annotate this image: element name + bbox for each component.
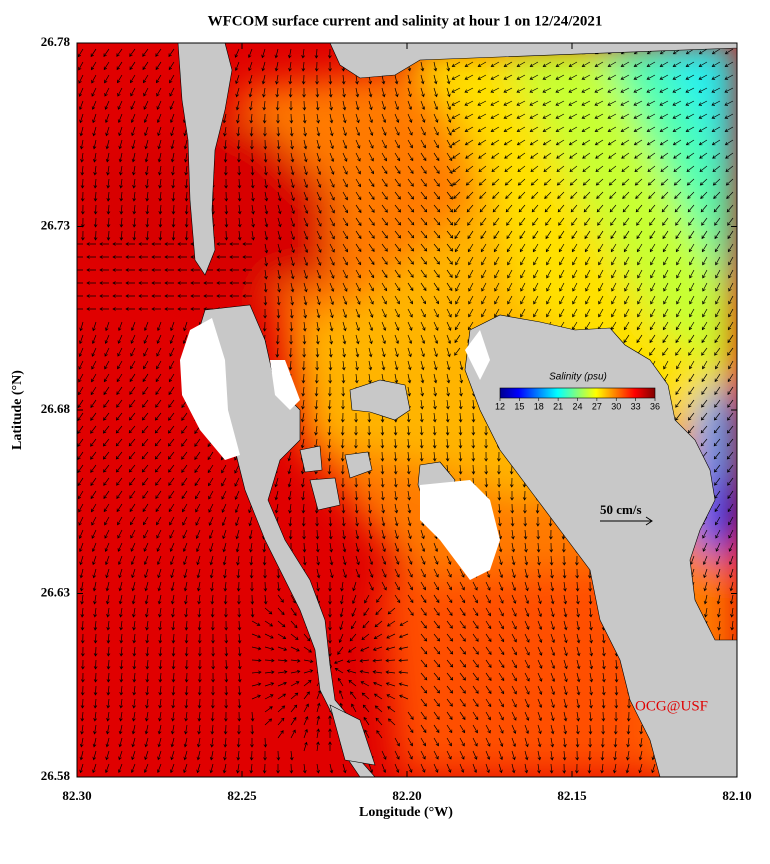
- y-tick-label: 26.68: [41, 401, 71, 416]
- x-tick-label: 82.20: [392, 788, 421, 803]
- x-axis-label: Longitude (°W): [359, 805, 453, 820]
- colorbar: [499, 387, 656, 399]
- x-tick-label: 82.10: [722, 788, 751, 803]
- colorbar-tick-label: 36: [650, 401, 660, 411]
- colorbar-tick-label: 15: [514, 401, 524, 411]
- y-tick-label: 26.73: [41, 217, 71, 232]
- current-vectors: [77, 48, 735, 774]
- colorbar-title: Salinity (psu): [549, 372, 607, 383]
- y-tick-label: 26.63: [41, 584, 71, 599]
- credit: OCG@USF: [635, 698, 708, 714]
- y-tick-label: 26.78: [41, 34, 71, 49]
- colorbar-tick-label: 27: [592, 401, 602, 411]
- unresolved-islands: [180, 318, 500, 580]
- land: [177, 43, 737, 777]
- y-tick-label: 26.58: [41, 768, 71, 783]
- x-tick-label: 82.25: [227, 788, 257, 803]
- colorbar-tick-label: 33: [631, 401, 641, 411]
- scale-arrow: [600, 516, 653, 526]
- colorbar-tick-label: 21: [553, 401, 563, 411]
- colorbar-tick-label: 24: [572, 401, 582, 411]
- colorbar-tick-label: 18: [534, 401, 544, 411]
- colorbar-tick-label: 30: [611, 401, 621, 411]
- map-title: WFCOM surface current and salinity at ho…: [208, 13, 603, 29]
- scale-label: 50 cm/s: [600, 502, 642, 517]
- y-axis-label: Latitude (°N): [10, 370, 25, 450]
- colorbar-tick-label: 12: [495, 401, 505, 411]
- salinity-field: [77, 43, 737, 777]
- x-tick-label: 82.15: [557, 788, 587, 803]
- x-tick-label: 82.30: [62, 788, 91, 803]
